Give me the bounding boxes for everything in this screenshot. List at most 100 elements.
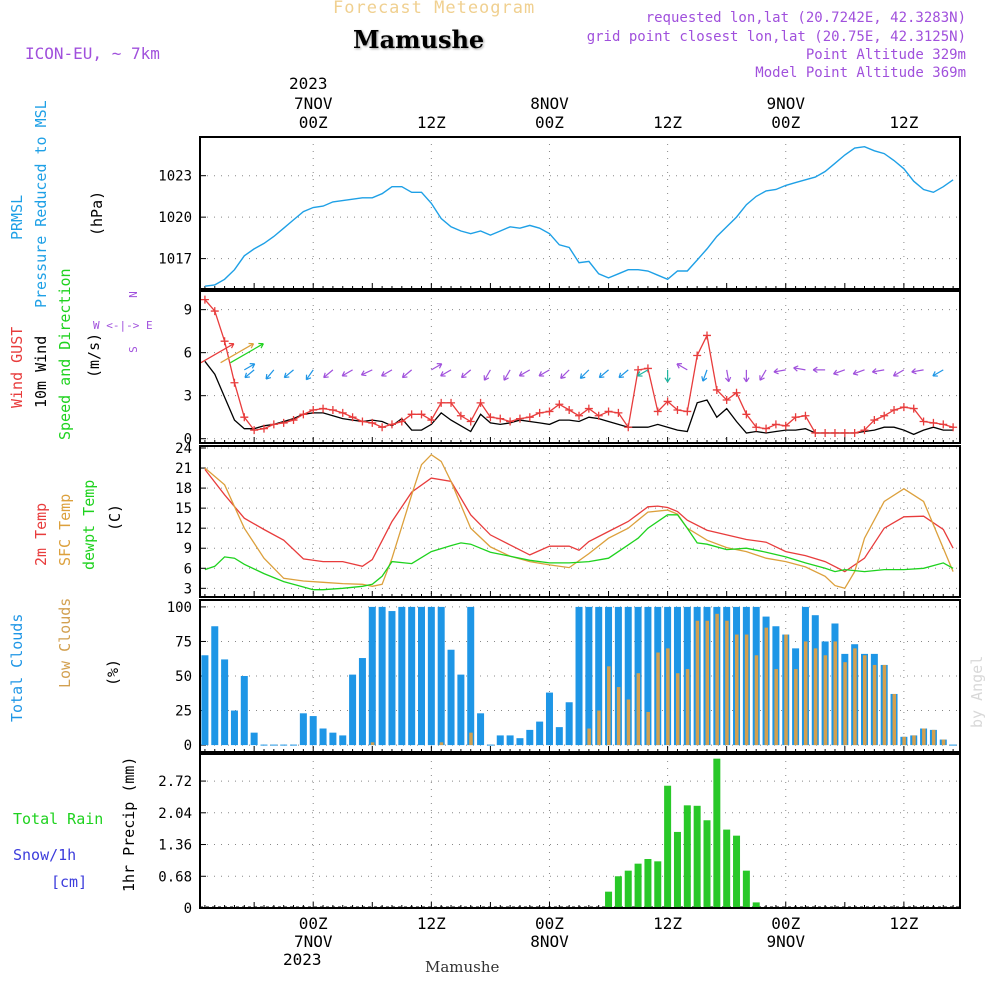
total-cloud-bar xyxy=(437,606,445,746)
wind-arrow-head xyxy=(759,375,765,381)
low-cloud-bar xyxy=(823,655,828,746)
total-cloud-bar xyxy=(526,729,534,746)
y-tick-label: 6 xyxy=(184,561,192,577)
gust-marker xyxy=(693,351,702,360)
total-cloud-bar xyxy=(230,710,238,746)
wind-arrow-head xyxy=(401,372,408,379)
wind-arrow-head xyxy=(483,375,490,381)
total-cloud-bar xyxy=(457,674,465,746)
wind-arrow-head xyxy=(793,365,799,372)
rain-bar xyxy=(693,805,701,908)
total-cloud-bar xyxy=(545,692,553,746)
bottom-date-label: 8NOV xyxy=(530,932,569,951)
rain-bar xyxy=(664,785,672,908)
low-cloud-bar xyxy=(794,669,798,746)
bottom-hour-label: 12Z xyxy=(417,914,446,933)
location-title: Mamushe xyxy=(353,25,485,54)
gust-marker xyxy=(653,407,662,416)
gust-marker xyxy=(624,423,633,432)
gust-marker xyxy=(397,417,406,426)
gust-marker xyxy=(791,413,800,422)
wind-direction-arrow xyxy=(220,343,254,364)
total-cloud-bar xyxy=(378,606,386,746)
top-date-label: 8NOV xyxy=(530,94,569,113)
y-tick-label: 2.04 xyxy=(158,806,192,822)
gust-marker xyxy=(515,414,524,423)
low-cloud-bar xyxy=(695,620,700,746)
wind-direction-arrow xyxy=(893,369,905,377)
wind-arrow-head xyxy=(538,371,545,377)
gust-marker xyxy=(594,411,603,420)
bottom-hour-label: 12Z xyxy=(653,914,682,933)
total-cloud-bar xyxy=(250,732,258,746)
y-tick-label: 21 xyxy=(175,461,192,477)
gust-marker xyxy=(663,397,672,406)
wind-arrow-head xyxy=(503,375,509,381)
low-cloud-bar xyxy=(853,648,857,746)
wind-direction-arrow xyxy=(503,369,511,381)
low-cloud-bar xyxy=(784,634,788,746)
total-cloud-bar xyxy=(329,732,337,746)
y-tick-label: 24 xyxy=(175,441,192,457)
wind-direction-arrow xyxy=(361,369,373,376)
total-cloud-bar xyxy=(309,716,317,746)
wind-arrow-head xyxy=(743,377,750,383)
y-tick-label: 15 xyxy=(175,501,192,517)
y-tick-label: 75 xyxy=(175,634,192,650)
wind-speed-line xyxy=(204,360,954,436)
total-cloud-bar xyxy=(585,606,593,746)
gust-marker xyxy=(210,307,219,316)
gust-marker xyxy=(476,398,485,407)
top-hour-label: 12Z xyxy=(889,113,918,132)
gust-marker xyxy=(742,410,751,419)
gust-marker xyxy=(417,410,426,419)
total-cloud-bar xyxy=(211,626,219,746)
wind-direction-arrow xyxy=(519,369,531,377)
gust-marker xyxy=(447,398,456,407)
gust-marker xyxy=(427,416,436,425)
total-cloud-bar xyxy=(496,735,504,746)
gust-marker xyxy=(259,424,268,433)
bottom-year-label: 2023 xyxy=(283,950,322,969)
total-cloud-bar xyxy=(240,676,248,746)
gust-marker xyxy=(860,426,869,435)
wind-arrow-head xyxy=(664,377,671,383)
gust-marker xyxy=(299,410,308,419)
temp-2m-line xyxy=(204,469,954,573)
gust-marker xyxy=(358,417,367,426)
rain-bar xyxy=(703,820,711,908)
y-tick-label: 2.72 xyxy=(158,774,192,790)
total-cloud-bar xyxy=(319,728,327,746)
wind-arrow-head xyxy=(228,342,235,349)
wind-direction-arrow xyxy=(872,369,885,373)
gust-marker xyxy=(466,417,475,426)
y-tick-label: 6 xyxy=(184,346,192,362)
y-tick-label: 1017 xyxy=(158,252,192,268)
wind-arrow-head xyxy=(932,371,938,377)
total-cloud-bar xyxy=(358,658,366,746)
y-tick-label: 1.36 xyxy=(158,838,192,854)
low-cloud-bar xyxy=(636,673,641,746)
gust-marker xyxy=(683,407,692,416)
low-cloud-bar xyxy=(370,742,375,746)
total-cloud-bar xyxy=(565,702,573,746)
wind-direction-arrow xyxy=(598,369,609,379)
low-cloud-bar xyxy=(754,655,759,746)
model-label: ICON-EU, ~ 7km xyxy=(25,44,160,63)
top-date-label: 9NOV xyxy=(766,94,805,113)
low-cloud-bar xyxy=(675,673,680,746)
top-hour-label: 00Z xyxy=(299,113,328,132)
total-cloud-bar xyxy=(408,606,416,746)
gust-marker xyxy=(309,406,318,415)
total-cloud-bar xyxy=(467,606,475,746)
gust-marker xyxy=(378,423,387,432)
wind-arrow-head xyxy=(518,371,525,377)
total-cloud-bar xyxy=(201,655,209,746)
wind-direction-arrow xyxy=(381,369,393,377)
wind-arrow-head xyxy=(244,372,250,379)
gust-marker xyxy=(535,408,544,417)
gust-marker xyxy=(781,421,790,430)
pressure-line xyxy=(204,145,954,287)
wind-arrow-head xyxy=(323,372,329,379)
